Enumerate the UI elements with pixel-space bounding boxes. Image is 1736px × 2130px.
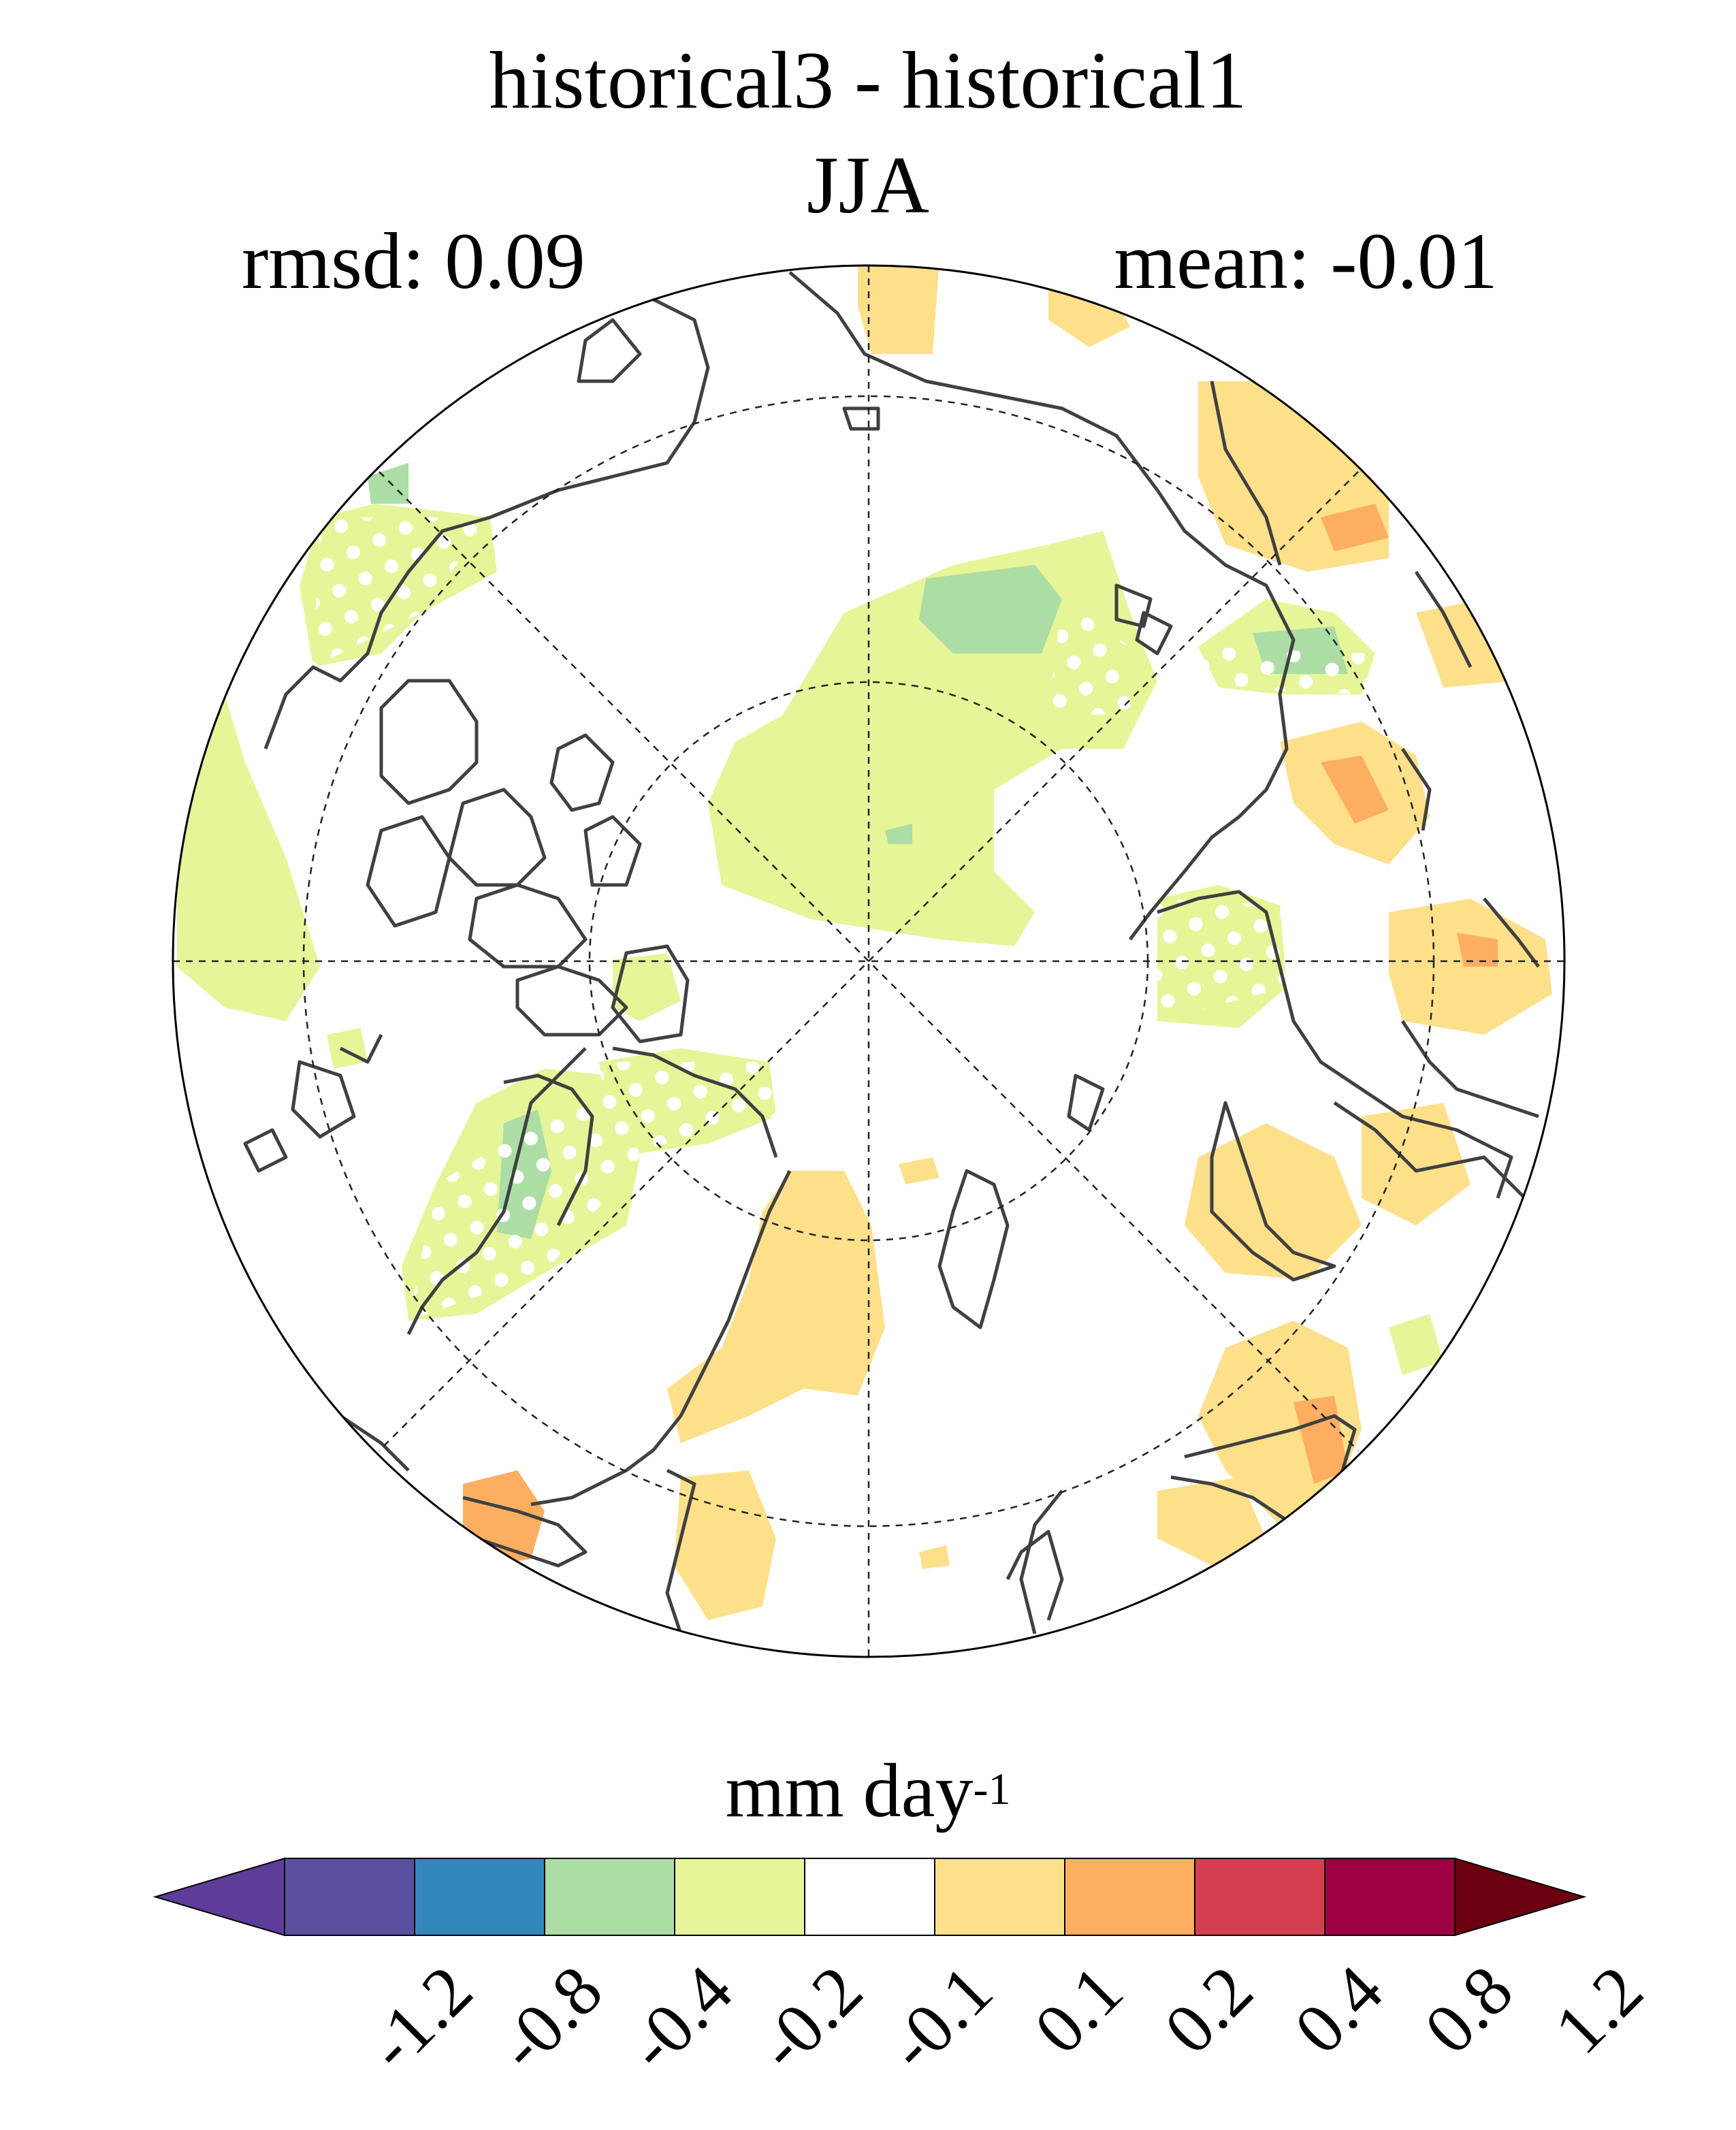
units-exponent: -1 xyxy=(973,1764,1011,1814)
season-label: JJA xyxy=(806,140,930,230)
shading-positive xyxy=(463,265,1552,1620)
colorbar-box xyxy=(1324,1858,1456,1936)
polar-map xyxy=(172,264,1566,1658)
mean-label: mean: -0.01 xyxy=(1114,216,1498,306)
map-border xyxy=(172,264,1566,1658)
colorbar-box xyxy=(804,1858,935,1936)
graticule xyxy=(173,265,1564,1657)
colorbar-units: mm day-1 xyxy=(0,1753,1736,1829)
units-base: mm day xyxy=(725,1749,974,1833)
colorbar-box xyxy=(284,1858,415,1936)
coastlines xyxy=(243,271,1540,1634)
colorbar-box xyxy=(674,1858,805,1936)
colorbar-under-arrow xyxy=(152,1857,285,1937)
rmsd-label: rmsd: 0.09 xyxy=(242,216,585,306)
colorbar-box xyxy=(1064,1858,1195,1936)
colorbar-box xyxy=(934,1858,1065,1936)
colorbar-box xyxy=(544,1858,675,1936)
colorbar-over-arrow xyxy=(1454,1857,1587,1937)
map-title: historical3 - historical1 xyxy=(489,35,1247,125)
colorbar-box xyxy=(414,1858,545,1936)
colorbar-box xyxy=(1194,1858,1325,1936)
